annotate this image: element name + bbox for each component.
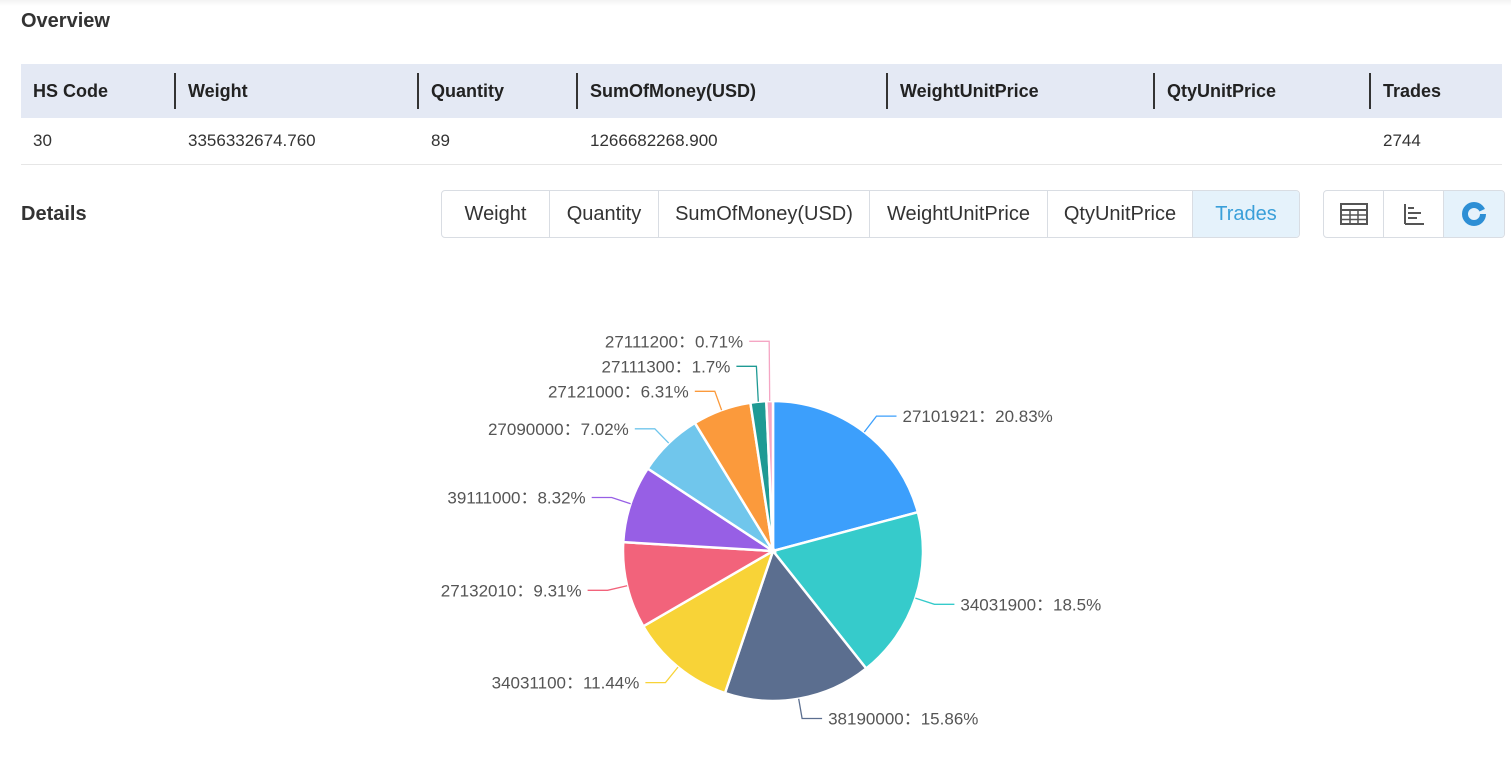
column-header-trades: Trades: [1383, 81, 1442, 101]
pie-label-27111200: 27111200：0.71%: [605, 332, 743, 351]
column-header-quantity: Quantity: [431, 81, 505, 101]
pie-slice-27132010[interactable]: [621, 540, 778, 629]
pie-label-38190000: 38190000：15.86%: [828, 710, 978, 729]
pie-label-27101921: 27101921：20.83%: [903, 407, 1053, 426]
details-title: Details: [21, 203, 87, 225]
bar-chart-icon: [1403, 204, 1424, 225]
pie-leader-line: [749, 340, 771, 402]
pie-slice-27111200[interactable]: [765, 399, 775, 552]
cell-sum-of-money: 1266682268.900: [590, 131, 718, 150]
view-mode-tabs: [1323, 190, 1505, 238]
pie-label-34031900: 34031900：18.5%: [960, 595, 1101, 614]
pie-leader-line: [694, 390, 723, 411]
table-view-button[interactable]: [1324, 191, 1384, 237]
cell-weight: 3356332674.760: [188, 131, 316, 150]
pie-leader-line: [645, 666, 679, 684]
trades-pie-chart: 27101921：20.83% 34031900：18.5% 38190000：15…: [441, 332, 1101, 729]
pie-label-27121000: 27121000：6.31%: [548, 382, 689, 401]
tab-weight-unit-price[interactable]: WeightUnitPrice: [870, 191, 1048, 237]
column-header-sum-of-money: SumOfMoney(USD): [590, 81, 756, 101]
pie-label-34031100: 34031100：11.44%: [492, 674, 640, 693]
pie-label-27090000: 27090000：7.02%: [488, 420, 629, 439]
pie-leader-line: [587, 585, 628, 591]
cell-trades: 2744: [1383, 131, 1421, 150]
tab-weight[interactable]: Weight: [442, 191, 550, 237]
pie-leader-line: [591, 496, 631, 505]
pie-chart-icon: [1462, 202, 1487, 226]
column-divider: [886, 73, 888, 109]
column-divider: [417, 73, 419, 109]
overview-table: HS Code Weight Quantity SumOfMoney(USD) …: [21, 64, 1502, 165]
pie-leader-line: [915, 597, 955, 605]
column-divider: [1369, 73, 1371, 109]
pie-label-27132010: 27132010：9.31%: [441, 581, 582, 600]
overview-table-header: HS Code Weight Quantity SumOfMoney(USD) …: [21, 64, 1502, 118]
pie-leader-line: [634, 428, 670, 444]
pie-label-39111000: 39111000：8.32%: [447, 489, 585, 508]
metric-tabs: Weight Quantity SumOfMoney(USD) WeightUn…: [441, 190, 1300, 238]
table-icon: [1339, 203, 1368, 225]
pie-chart-view-button[interactable]: [1444, 191, 1504, 237]
pie-leader-line: [736, 365, 759, 402]
column-header-qty-unit-price: QtyUnitPrice: [1167, 81, 1277, 101]
overview-title: Overview: [21, 10, 110, 32]
pie-leader-line: [863, 415, 897, 433]
tab-quantity[interactable]: Quantity: [550, 191, 659, 237]
pie-label-27111300: 27111300：1.7%: [602, 357, 731, 376]
pie-leader-line: [798, 698, 823, 720]
pie-slice-34031100[interactable]: [641, 548, 776, 695]
column-header-weight-unit-price: WeightUnitPrice: [900, 81, 1039, 101]
pie-slice-38190000[interactable]: [723, 548, 868, 703]
bar-chart-view-button[interactable]: [1384, 191, 1444, 237]
tab-qty-unit-price[interactable]: QtyUnitPrice: [1048, 191, 1193, 237]
cell-hs-code: 30: [33, 131, 52, 150]
column-divider: [174, 73, 176, 109]
column-divider: [576, 73, 578, 109]
tab-trades[interactable]: Trades: [1193, 191, 1299, 237]
tab-sum-of-money[interactable]: SumOfMoney(USD): [659, 191, 870, 237]
cell-quantity: 89: [431, 131, 450, 150]
table-row: 30 3356332674.760 89 1266682268.900 2744: [21, 118, 1502, 165]
column-divider: [1153, 73, 1155, 109]
column-header-hs-code: HS Code: [33, 81, 109, 101]
column-header-weight: Weight: [188, 81, 248, 101]
top-shadow: [0, 0, 1511, 6]
